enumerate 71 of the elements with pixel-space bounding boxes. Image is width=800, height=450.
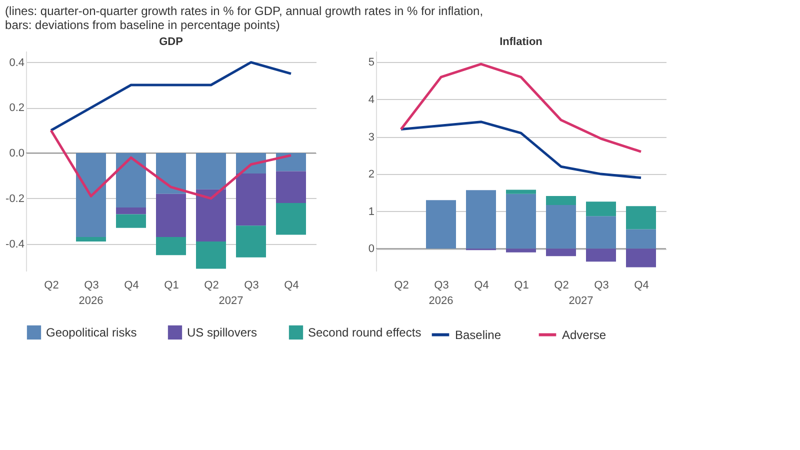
x-tick-label: Q2 bbox=[44, 280, 59, 292]
x-tick-label: Q4 bbox=[474, 280, 489, 292]
legend-label: Adverse bbox=[562, 328, 606, 342]
bar bbox=[586, 216, 616, 249]
x-tick-label: Q4 bbox=[634, 280, 649, 292]
bar bbox=[76, 236, 106, 242]
x-tick-label: Q4 bbox=[284, 280, 299, 292]
bar bbox=[156, 236, 186, 256]
y-tick-label: 0.0 bbox=[9, 148, 24, 160]
bar bbox=[586, 248, 616, 262]
bar bbox=[506, 194, 536, 249]
bar bbox=[116, 214, 146, 228]
bar bbox=[546, 205, 576, 249]
y-tick-label: 1 bbox=[368, 206, 374, 218]
bar bbox=[506, 190, 536, 194]
bar bbox=[196, 189, 226, 242]
y-tick-label: 4 bbox=[368, 94, 374, 106]
bar bbox=[426, 200, 456, 249]
x-tick-label: Q2 bbox=[554, 280, 569, 292]
chart-title: GDP bbox=[159, 36, 183, 48]
line-series bbox=[50, 61, 292, 132]
bar bbox=[236, 173, 266, 226]
bar bbox=[546, 196, 576, 205]
chart-subtitle: (lines: quarter-on-quarter growth rates in % for GDP, annual growth rates in % for inflation, bars: deviations from baseline in percentage points) bbox=[5, 4, 484, 32]
bar bbox=[466, 190, 496, 249]
line-series bbox=[400, 62, 642, 153]
bar bbox=[626, 206, 656, 230]
line-series bbox=[50, 129, 292, 200]
x-tick-label: Q4 bbox=[124, 280, 139, 292]
x-tick-label: Q1 bbox=[164, 280, 179, 292]
legend-label: Geopolitical risks bbox=[46, 325, 137, 340]
bar bbox=[76, 153, 106, 237]
bar bbox=[626, 248, 656, 268]
x-tick-label: Q3 bbox=[84, 280, 99, 292]
x-tick-label: Q3 bbox=[244, 280, 259, 292]
line-series bbox=[400, 120, 642, 180]
bar bbox=[116, 207, 146, 214]
y-tick-label: 5 bbox=[368, 56, 374, 69]
legend-label: US spillovers bbox=[187, 325, 258, 340]
text: 2027 bbox=[218, 295, 244, 307]
text: 2026 bbox=[78, 295, 104, 307]
y-tick-label: -0.4 bbox=[6, 238, 24, 250]
legend-label: Baseline bbox=[455, 328, 502, 342]
bar bbox=[276, 171, 306, 203]
y-tick-label: 3 bbox=[368, 131, 374, 144]
y-tick-label: 2 bbox=[368, 168, 374, 181]
y-tick-label: 0 bbox=[368, 243, 374, 256]
bar bbox=[196, 242, 226, 269]
y-tick-label: 0.2 bbox=[9, 102, 24, 114]
bar bbox=[546, 248, 576, 256]
bar bbox=[626, 229, 656, 249]
bar bbox=[196, 153, 226, 190]
bar bbox=[506, 248, 536, 252]
text: 2026 bbox=[428, 295, 454, 307]
x-tick-label: Q2 bbox=[394, 280, 409, 292]
bar bbox=[236, 226, 266, 258]
x-tick-label: Q1 bbox=[514, 280, 529, 292]
bar bbox=[116, 153, 146, 208]
bar bbox=[156, 194, 186, 237]
legend-label: Second round effects bbox=[308, 325, 422, 340]
y-tick-label: 0.4 bbox=[9, 56, 24, 69]
y-tick-label: -0.2 bbox=[6, 192, 24, 205]
text: 2027 bbox=[568, 295, 594, 307]
x-tick-label: Q3 bbox=[434, 280, 449, 292]
bar bbox=[586, 202, 616, 216]
bar bbox=[276, 202, 306, 235]
bar bbox=[276, 153, 306, 172]
chart-title: Inflation bbox=[500, 36, 543, 48]
x-tick-label: Q3 bbox=[594, 280, 609, 292]
bar bbox=[156, 153, 186, 194]
x-tick-label: Q2 bbox=[204, 280, 219, 292]
